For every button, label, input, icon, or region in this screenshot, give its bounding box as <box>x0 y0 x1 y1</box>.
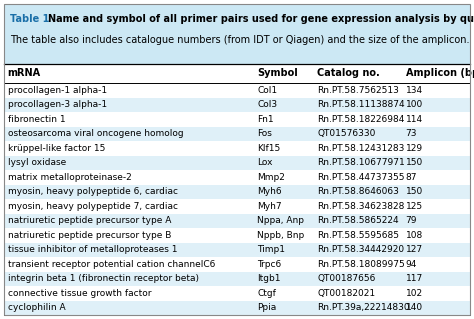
Text: 129: 129 <box>406 144 423 153</box>
Text: matrix metalloproteinase-2: matrix metalloproteinase-2 <box>8 173 131 182</box>
Text: Timp1: Timp1 <box>257 245 285 254</box>
Text: Ctgf: Ctgf <box>257 289 276 298</box>
Text: Rn.PT.58.7562513: Rn.PT.58.7562513 <box>317 86 399 95</box>
Bar <box>4 170 470 184</box>
Text: 134: 134 <box>406 86 423 95</box>
Bar <box>4 286 470 300</box>
Text: Fn1: Fn1 <box>257 115 273 124</box>
Text: transient receptor potential cation channelC6: transient receptor potential cation chan… <box>8 260 215 269</box>
Text: Rn.PT.58.8646063: Rn.PT.58.8646063 <box>317 187 399 196</box>
Text: 127: 127 <box>406 245 423 254</box>
Text: QT00182021: QT00182021 <box>317 289 375 298</box>
Text: procollagen-1 alpha-1: procollagen-1 alpha-1 <box>8 86 107 95</box>
Text: natriuretic peptide precursor type A: natriuretic peptide precursor type A <box>8 216 171 225</box>
Text: Rn.PT.58.34442920: Rn.PT.58.34442920 <box>317 245 404 254</box>
Text: procollagen-3 alpha-1: procollagen-3 alpha-1 <box>8 100 107 109</box>
Bar <box>4 199 470 213</box>
Text: Rn.PT.58.12431283: Rn.PT.58.12431283 <box>317 144 404 153</box>
Text: 117: 117 <box>406 274 423 283</box>
Text: 150: 150 <box>406 158 423 167</box>
Text: Fos: Fos <box>257 129 272 138</box>
Text: 94: 94 <box>406 260 417 269</box>
Text: Col3: Col3 <box>257 100 277 109</box>
Text: Myh7: Myh7 <box>257 202 282 211</box>
Text: 114: 114 <box>406 115 423 124</box>
Bar <box>4 127 470 141</box>
Text: Name and symbol of all primer pairs used for gene expression analysis by quantit: Name and symbol of all primer pairs used… <box>48 14 474 24</box>
Text: 102: 102 <box>406 289 423 298</box>
Text: Amplicon (bp): Amplicon (bp) <box>406 69 474 78</box>
Text: integrin beta 1 (fibronectin receptor beta): integrin beta 1 (fibronectin receptor be… <box>8 274 199 283</box>
Text: 125: 125 <box>406 202 423 211</box>
Text: Table 1: Table 1 <box>10 14 49 24</box>
Text: Lox: Lox <box>257 158 273 167</box>
Text: cyclophilin A: cyclophilin A <box>8 303 65 312</box>
Bar <box>4 4 470 64</box>
Text: Rn.PT.39a,22214830: Rn.PT.39a,22214830 <box>317 303 410 312</box>
Text: myosin, heavy polypeptide 6, cardiac: myosin, heavy polypeptide 6, cardiac <box>8 187 178 196</box>
Bar <box>4 155 470 170</box>
Text: 150: 150 <box>406 187 423 196</box>
Text: mRNA: mRNA <box>8 69 41 78</box>
Text: Myh6: Myh6 <box>257 187 282 196</box>
Text: Col1: Col1 <box>257 86 277 95</box>
Text: Rn.PT.58.5865224: Rn.PT.58.5865224 <box>317 216 399 225</box>
Text: Rn.PT.58.34623828: Rn.PT.58.34623828 <box>317 202 404 211</box>
Text: 100: 100 <box>406 100 423 109</box>
Text: myosin, heavy polypeptide 7, cardiac: myosin, heavy polypeptide 7, cardiac <box>8 202 178 211</box>
Text: fibronectin 1: fibronectin 1 <box>8 115 65 124</box>
Text: Symbol: Symbol <box>257 69 298 78</box>
Bar <box>4 64 470 83</box>
Text: Nppb, Bnp: Nppb, Bnp <box>257 231 304 240</box>
Bar <box>4 271 470 286</box>
Text: Rn.PT.58.5595685: Rn.PT.58.5595685 <box>317 231 399 240</box>
Text: Rn.PT.58.18226984: Rn.PT.58.18226984 <box>317 115 404 124</box>
Bar <box>4 300 470 315</box>
Bar <box>4 242 470 257</box>
Text: Klf15: Klf15 <box>257 144 280 153</box>
Text: 108: 108 <box>406 231 423 240</box>
Text: The table also includes catalogue numbers (from IDT or Qiagen) and the size of t: The table also includes catalogue number… <box>10 35 470 46</box>
Text: Rn.PT.58.11138874: Rn.PT.58.11138874 <box>317 100 405 109</box>
Text: Nppa, Anp: Nppa, Anp <box>257 216 304 225</box>
Text: connective tissue growth factor: connective tissue growth factor <box>8 289 151 298</box>
Text: krüppel-like factor 15: krüppel-like factor 15 <box>8 144 105 153</box>
Text: Catalog no.: Catalog no. <box>317 69 380 78</box>
Text: tissue inhibitor of metalloproteases 1: tissue inhibitor of metalloproteases 1 <box>8 245 177 254</box>
Text: Ppia: Ppia <box>257 303 276 312</box>
Text: Rn.PT.58.10677971: Rn.PT.58.10677971 <box>317 158 405 167</box>
Text: 73: 73 <box>406 129 417 138</box>
Text: 79: 79 <box>406 216 417 225</box>
Text: Rn.PT.58.44737355: Rn.PT.58.44737355 <box>317 173 405 182</box>
Text: QT01576330: QT01576330 <box>317 129 375 138</box>
Bar <box>4 83 470 98</box>
Bar <box>4 98 470 112</box>
Text: Itgb1: Itgb1 <box>257 274 281 283</box>
Bar <box>4 112 470 127</box>
Text: natriuretic peptide precursor type B: natriuretic peptide precursor type B <box>8 231 171 240</box>
Bar <box>4 184 470 199</box>
Text: Mmp2: Mmp2 <box>257 173 285 182</box>
Text: Rn.PT.58.18089975: Rn.PT.58.18089975 <box>317 260 405 269</box>
Text: QT00187656: QT00187656 <box>317 274 375 283</box>
Bar <box>4 257 470 271</box>
Text: 140: 140 <box>406 303 423 312</box>
Text: Trpc6: Trpc6 <box>257 260 281 269</box>
Text: 87: 87 <box>406 173 417 182</box>
Text: lysyl oxidase: lysyl oxidase <box>8 158 66 167</box>
Bar <box>4 228 470 242</box>
Bar <box>4 141 470 155</box>
Text: osteosarcoma viral oncogene homolog: osteosarcoma viral oncogene homolog <box>8 129 183 138</box>
Bar <box>4 213 470 228</box>
